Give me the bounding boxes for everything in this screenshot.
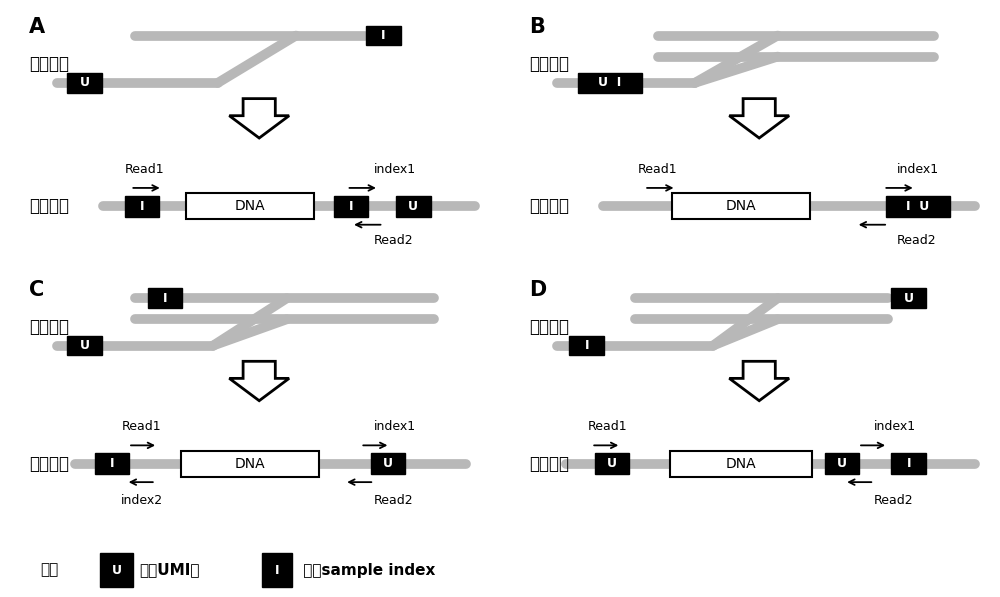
Text: 文库结构: 文库结构 [529, 198, 569, 216]
Bar [262, 553, 292, 587]
Bar [672, 193, 810, 220]
Text: I: I [906, 457, 911, 470]
Text: Read1: Read1 [124, 163, 164, 176]
Text: DNA: DNA [725, 199, 756, 213]
Text: 接头结构: 接头结构 [29, 56, 69, 73]
Text: 接头结构: 接头结构 [29, 318, 69, 336]
Bar [825, 453, 859, 474]
Bar [371, 453, 405, 474]
Text: B: B [529, 17, 545, 37]
Text: DNA: DNA [235, 199, 265, 213]
Text: 代表UMI，: 代表UMI， [139, 562, 200, 578]
Bar [670, 451, 812, 477]
Text: index1: index1 [897, 163, 939, 176]
Text: 文库结构: 文库结构 [29, 455, 69, 473]
Text: 文库结构: 文库结构 [529, 455, 569, 473]
Text: U: U [79, 339, 89, 352]
Bar [334, 196, 368, 217]
Bar [125, 196, 159, 217]
Text: 接头结构: 接头结构 [529, 318, 569, 336]
Bar [181, 451, 319, 477]
Text: D: D [529, 280, 546, 300]
Bar [366, 26, 401, 45]
Polygon shape [229, 99, 289, 138]
Text: U: U [112, 564, 122, 577]
Text: 注：: 注： [40, 562, 58, 578]
Text: Read2: Read2 [374, 234, 414, 247]
Text: 接头结构: 接头结构 [529, 56, 569, 73]
Bar [148, 288, 182, 308]
Text: I: I [275, 564, 279, 577]
Text: index1: index1 [374, 163, 416, 176]
Bar [891, 288, 926, 308]
Text: Read2: Read2 [897, 234, 937, 247]
Text: Read1: Read1 [122, 420, 162, 433]
Text: I: I [349, 200, 353, 213]
Text: I: I [140, 200, 144, 213]
Text: 代表sample index: 代表sample index [298, 562, 435, 578]
Bar [886, 196, 950, 217]
Bar [67, 73, 102, 93]
Text: C: C [29, 280, 44, 300]
Text: U: U [408, 200, 418, 213]
Text: U: U [904, 292, 914, 304]
Text: Read2: Read2 [374, 494, 414, 507]
Polygon shape [229, 361, 289, 401]
Bar [569, 336, 604, 355]
Text: Read1: Read1 [588, 420, 627, 433]
Text: I: I [110, 457, 114, 470]
Text: DNA: DNA [235, 457, 265, 471]
Bar [595, 453, 629, 474]
Bar [578, 73, 642, 93]
Text: Read2: Read2 [874, 494, 914, 507]
Text: index1: index1 [874, 420, 916, 433]
Bar [100, 553, 133, 587]
Text: I: I [163, 292, 167, 304]
Text: Read1: Read1 [638, 163, 678, 176]
Bar [891, 453, 926, 474]
Text: U: U [79, 76, 89, 90]
Polygon shape [729, 99, 789, 138]
Text: index1: index1 [374, 420, 416, 433]
Text: I  U: I U [906, 200, 930, 213]
Polygon shape [729, 361, 789, 401]
Text: 文库结构: 文库结构 [29, 198, 69, 216]
Text: I: I [584, 339, 589, 352]
Text: I: I [381, 29, 386, 42]
Text: U: U [837, 457, 847, 470]
Text: U: U [383, 457, 393, 470]
Text: DNA: DNA [725, 457, 756, 471]
Bar [67, 336, 102, 355]
Text: index2: index2 [121, 494, 163, 507]
Text: U  I: U I [598, 76, 621, 90]
Bar [95, 453, 129, 474]
Text: A: A [29, 17, 45, 37]
Bar [186, 193, 314, 220]
Text: U: U [607, 457, 617, 470]
Bar [396, 196, 431, 217]
